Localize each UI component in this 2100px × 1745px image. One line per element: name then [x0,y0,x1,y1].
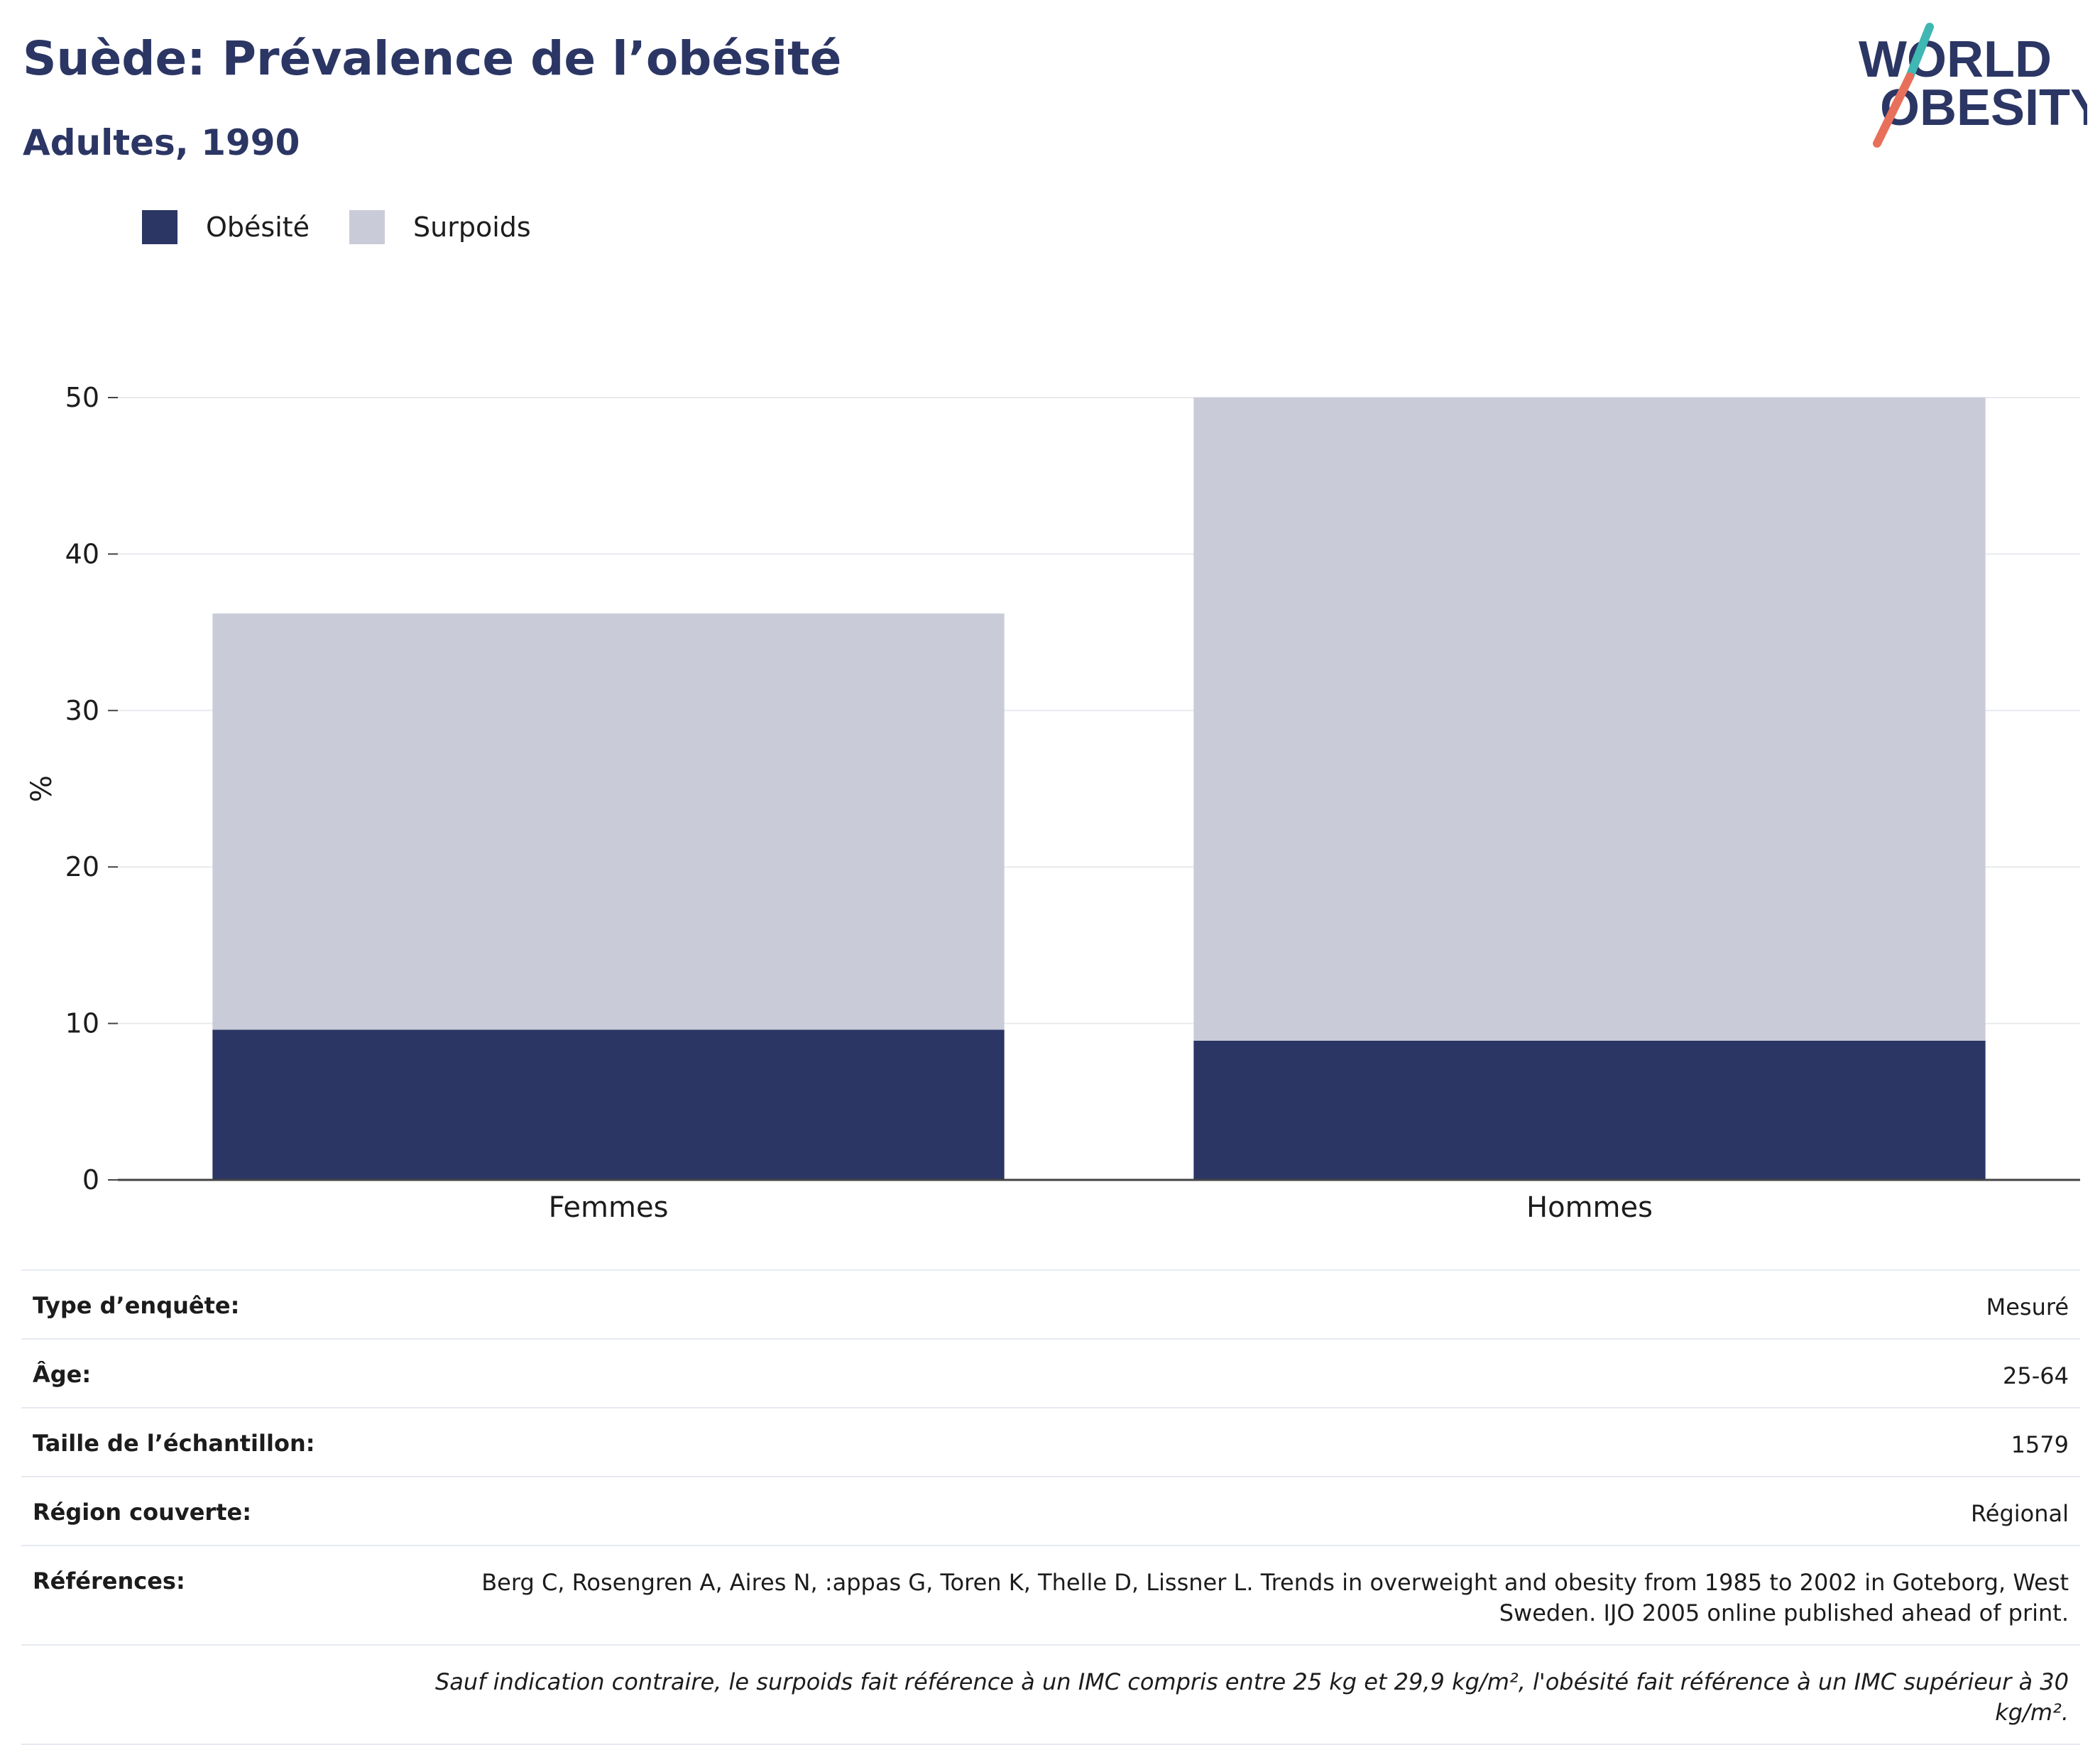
info-row-references: Références: Berg C, Rosengren A, Aires N… [21,1545,2080,1644]
legend-swatch-obesity [142,210,177,244]
info-label: Références: [33,1568,185,1594]
y-tick-label: 10 [65,1008,99,1039]
bar-overweight-hommes [1193,398,1986,1041]
legend-swatch-overweight [349,210,385,244]
legend-label-obesity: Obésité [206,212,310,243]
world-obesity-logo: WORLD OBESITY [1853,21,2100,149]
x-tick-label: Hommes [1526,1191,1653,1224]
bar-obesity-femmes [212,1029,1005,1180]
y-tick-label: 50 [65,382,99,413]
y-tick-label: 0 [82,1164,99,1196]
info-footnote: Sauf indication contraire, le surpoids f… [21,1644,2080,1745]
info-value: Mesuré [1986,1293,2069,1320]
info-row-region: Région couverte: Régional [21,1476,2080,1545]
page-title: Suède: Prévalence de l’obésité [23,31,842,86]
stacked-bar-chart: 0 10 20 30 40 50% Femmes Hommes [26,382,2080,1224]
info-value: Régional [1970,1500,2069,1527]
info-row-age: Âge: 25-64 [21,1338,2080,1407]
info-label: Type d’enquête: [33,1292,240,1319]
info-label: Taille de l’échantillon: [33,1430,315,1457]
info-value: 25-64 [2003,1362,2069,1389]
y-axis-label: % [26,775,58,802]
footnote-text: Sauf indication contraire, le surpoids f… [434,1668,2069,1726]
x-tick-label: Femmes [549,1191,669,1224]
legend-label-overweight: Surpoids [413,212,531,243]
y-tick-label: 20 [65,851,99,882]
info-row-sample-size: Taille de l’échantillon: 1579 [21,1407,2080,1476]
info-row-survey-type: Type d’enquête: Mesuré [21,1269,2080,1338]
y-tick-label: 30 [65,695,99,726]
page-subtitle: Adultes, 1990 [23,122,300,163]
survey-info-table: Type d’enquête: Mesuré Âge: 25-64 Taille… [21,1269,2080,1745]
bar-obesity-hommes [1193,1040,1986,1180]
y-tick-label: 40 [65,538,99,569]
logo-line2: OBESITY [1880,80,2087,136]
logo-line1: WORLD [1859,31,2052,88]
chart-legend: Obésité Surpoids [142,210,571,244]
legend-item-obesity[interactable]: Obésité [142,210,310,244]
info-value: Berg C, Rosengren A, Aires N, :appas G, … [481,1569,2069,1626]
info-value: 1579 [2011,1431,2069,1458]
info-label: Région couverte: [33,1499,251,1526]
info-label: Âge: [33,1361,92,1388]
legend-item-overweight[interactable]: Surpoids [349,210,531,244]
bar-overweight-femmes [212,613,1005,1030]
